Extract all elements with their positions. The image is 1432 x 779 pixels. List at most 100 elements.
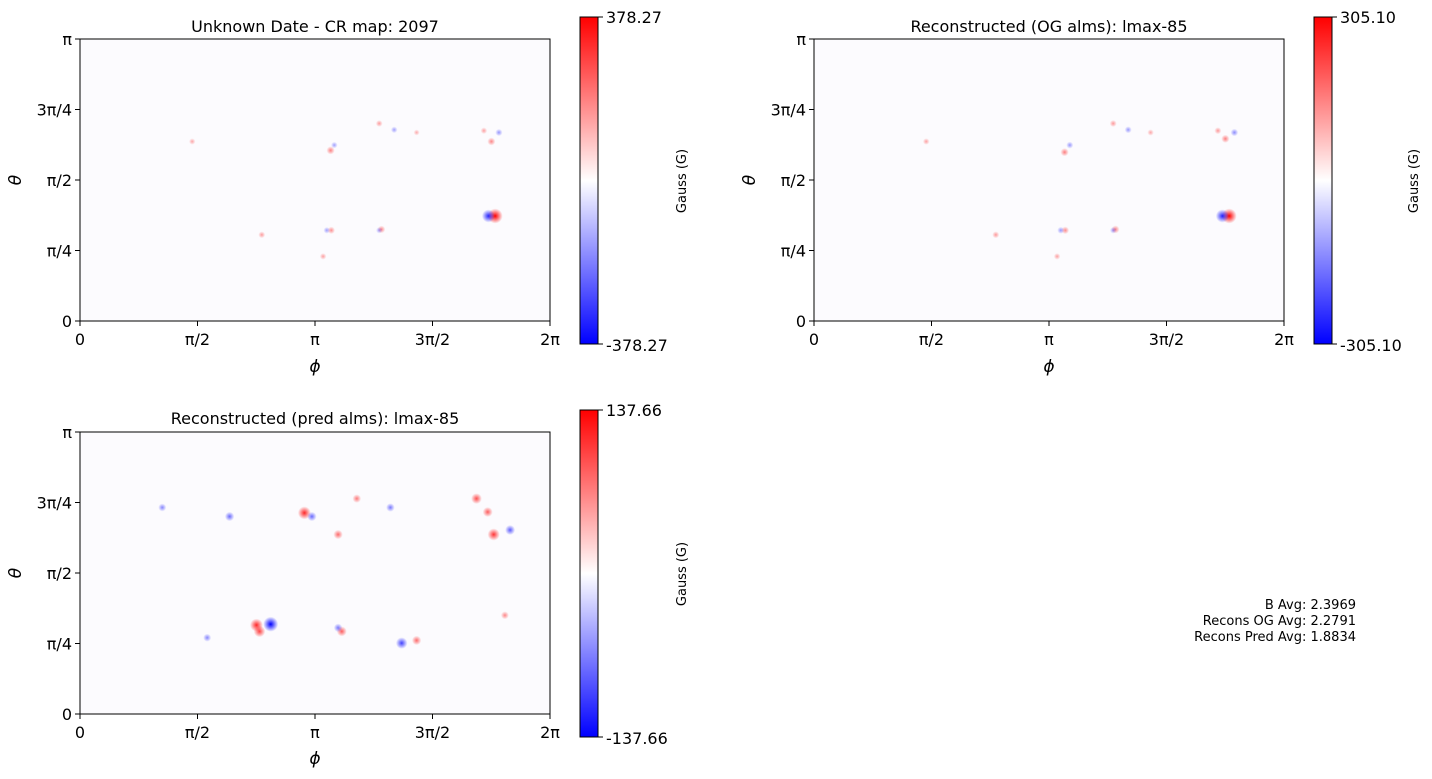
positive-field-feature (487, 528, 500, 541)
y-tick-label: π (62, 423, 72, 442)
x-tick-label: 3π/2 (1149, 330, 1184, 349)
positive-field-feature (487, 137, 496, 146)
y-tick-label: π/4 (47, 635, 72, 654)
plot-background (80, 39, 550, 321)
x-tick-label: π (310, 723, 320, 742)
y-tick-label: π (796, 30, 806, 49)
positive-field-feature (253, 625, 266, 638)
colorbar (579, 409, 599, 738)
negative-field-feature (323, 227, 331, 234)
y-axis: 0 π/4 π/2 3π/4 π (37, 423, 80, 724)
negative-field-feature (1066, 141, 1074, 149)
positive-field-feature (326, 146, 335, 155)
positive-field-feature (1109, 120, 1117, 127)
x-tick-label: π/2 (185, 723, 210, 742)
negative-field-feature (390, 126, 398, 134)
x-axis-label: ϕ (309, 357, 320, 377)
y-tick-label: π/2 (781, 171, 806, 190)
x-tick-label: 2π (1274, 330, 1294, 349)
positive-field-feature (319, 253, 327, 260)
stat-recons-og-avg: Recons OG Avg: 2.2791 (1203, 614, 1356, 629)
panel-title: Unknown Date - CR map: 2097 (191, 17, 439, 36)
negative-field-feature (1124, 126, 1132, 134)
heatmap-features (158, 493, 516, 649)
positive-field-feature (922, 138, 930, 145)
negative-field-feature (331, 141, 338, 149)
colorbar-min-label: -378.27 (606, 336, 668, 355)
y-tick-label: 3π/4 (37, 494, 72, 513)
y-tick-label: 0 (62, 705, 72, 724)
panel-title: Reconstructed (OG alms): lmax-85 (910, 17, 1187, 36)
positive-field-feature (333, 529, 343, 540)
x-axis: 0 π/2 π 3π/2 2π (75, 321, 560, 349)
colorbar (579, 16, 599, 345)
positive-field-feature (189, 138, 196, 145)
y-axis-label: θ (6, 567, 26, 578)
positive-field-feature (1214, 127, 1222, 135)
positive-field-feature (413, 129, 420, 136)
colorbar-max-label: 137.66 (606, 401, 662, 420)
panel-reconstructed-pred: Reconstructed (pred alms): lmax-85 0 π/2 π… (6, 401, 690, 769)
y-tick-label: 3π/4 (37, 101, 72, 120)
positive-field-feature (500, 611, 509, 620)
negative-field-feature (1230, 128, 1239, 137)
panel-reconstructed-og: Reconstructed (OG alms): lmax-85 0 π/2 π 3π… (740, 8, 1422, 377)
stat-recons-pred-avg: Recons Pred Avg: 1.8834 (1194, 630, 1356, 645)
positive-field-feature (375, 120, 383, 127)
colorbar-min-label: -305.10 (1340, 336, 1402, 355)
negative-field-feature (376, 227, 383, 234)
heatmap-features (922, 120, 1239, 260)
stat-b-avg: B Avg: 2.3969 (1265, 598, 1356, 613)
heatmap-features (189, 120, 503, 260)
y-tick-label: π/2 (47, 564, 72, 583)
x-axis: 0 π/2 π 3π/2 2π (809, 321, 1294, 349)
x-axis: 0 π/2 π 3π/2 2π (75, 714, 560, 742)
negative-field-feature (224, 511, 235, 522)
positive-field-feature (480, 127, 488, 134)
y-axis-label: θ (740, 174, 760, 185)
colorbar-min-label: -137.66 (606, 729, 668, 748)
negative-field-feature (1109, 227, 1117, 234)
y-axis: 0 π/4 π/2 3π/4 π (37, 30, 80, 331)
x-tick-label: 0 (75, 723, 85, 742)
y-tick-label: π/2 (47, 171, 72, 190)
negative-field-feature (1215, 209, 1229, 223)
y-tick-label: π/4 (47, 242, 72, 261)
colorbar-label: Gauss (G) (1407, 149, 1422, 213)
y-axis-label: θ (6, 174, 26, 185)
colorbar-label: Gauss (G) (675, 149, 690, 213)
plot-background (80, 432, 550, 714)
colorbar-max-label: 305.10 (1340, 8, 1396, 27)
stats-text: B Avg: 2.3969 Recons OG Avg: 2.2791 Reco… (1194, 598, 1356, 645)
x-axis-label: ϕ (1043, 357, 1054, 377)
positive-field-feature (471, 493, 482, 504)
negative-field-feature (386, 503, 395, 512)
y-axis: 0 π/4 π/2 3π/4 π (771, 30, 814, 331)
positive-field-feature (482, 507, 493, 517)
y-tick-label: 0 (62, 312, 72, 331)
positive-field-feature (1060, 148, 1069, 157)
positive-field-feature (1221, 134, 1230, 143)
negative-field-feature (1057, 226, 1065, 234)
positive-field-feature (1053, 253, 1061, 260)
x-tick-label: 0 (75, 330, 85, 349)
x-tick-label: π/2 (919, 330, 944, 349)
x-tick-label: 3π/2 (415, 723, 450, 742)
plot-background (814, 39, 1284, 321)
panel-cr-map: Unknown Date - CR map: 2097 0 π/2 π 3π/2 2π … (6, 8, 690, 377)
colorbar-label: Gauss (G) (675, 542, 690, 606)
positive-field-feature (258, 231, 266, 239)
positive-field-feature (1147, 129, 1154, 136)
x-tick-label: 0 (809, 330, 819, 349)
positive-field-feature (992, 231, 1000, 239)
negative-field-feature (203, 633, 212, 642)
x-tick-label: 2π (540, 330, 560, 349)
negative-field-feature (481, 209, 495, 223)
colorbar (1313, 16, 1333, 345)
negative-field-feature (333, 623, 343, 633)
x-tick-label: π (310, 330, 320, 349)
negative-field-feature (263, 616, 279, 632)
colorbar-max-label: 378.27 (606, 8, 662, 27)
positive-field-feature (411, 635, 422, 646)
